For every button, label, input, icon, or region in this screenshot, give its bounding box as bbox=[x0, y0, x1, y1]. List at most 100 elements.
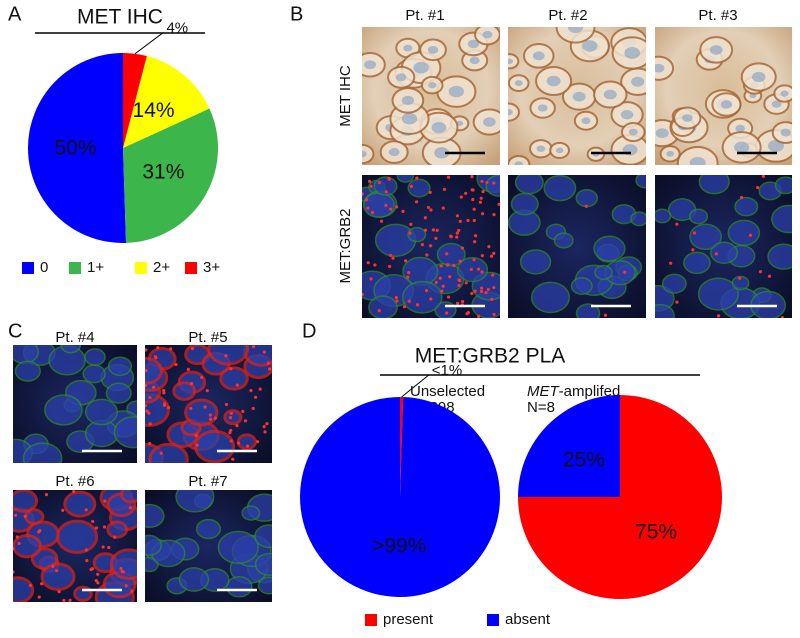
nucleus bbox=[710, 241, 738, 265]
nucleus bbox=[13, 533, 42, 559]
pla-dot bbox=[243, 419, 248, 423]
nucleus bbox=[603, 89, 617, 100]
image-label: Pt. #6 bbox=[55, 473, 94, 490]
pla-dot bbox=[128, 506, 133, 510]
column-label: Pt. #2 bbox=[548, 7, 587, 24]
nucleus bbox=[630, 211, 646, 227]
nucleus bbox=[44, 394, 83, 426]
pie-slice bbox=[123, 108, 218, 243]
pla-dot bbox=[162, 391, 166, 395]
pla-dot bbox=[228, 430, 232, 435]
pla-dot bbox=[584, 204, 588, 208]
pla-dot bbox=[377, 180, 381, 185]
pla-dot bbox=[194, 434, 198, 438]
pla-dot bbox=[439, 264, 443, 268]
pla-dot bbox=[205, 389, 209, 393]
nucleus bbox=[56, 519, 99, 554]
pla-dot bbox=[492, 312, 496, 317]
nucleus bbox=[13, 576, 35, 602]
pla-dot bbox=[480, 270, 484, 274]
pla-dot bbox=[669, 261, 673, 265]
nucleus bbox=[771, 100, 782, 108]
pla-dot bbox=[388, 264, 392, 269]
pla-dot bbox=[428, 190, 432, 195]
nucleus bbox=[508, 108, 513, 116]
pla-dot bbox=[490, 297, 494, 301]
pla-dot bbox=[471, 197, 475, 202]
nucleus bbox=[145, 357, 163, 385]
pla-dot bbox=[241, 409, 245, 413]
pla-dot bbox=[265, 422, 269, 426]
pla-dot bbox=[473, 289, 477, 293]
nucleus bbox=[82, 364, 106, 384]
nucleus bbox=[546, 75, 561, 87]
nucleus bbox=[172, 381, 197, 401]
nucleus bbox=[593, 235, 626, 262]
micrograph bbox=[508, 175, 646, 318]
pla-dot bbox=[478, 200, 483, 204]
pla-dot bbox=[369, 184, 373, 188]
pla-dot bbox=[169, 347, 173, 351]
pla-dot bbox=[767, 274, 772, 278]
micrograph-content bbox=[145, 490, 272, 602]
nucleus bbox=[570, 277, 593, 295]
nucleus bbox=[666, 150, 674, 157]
pla-dot bbox=[446, 175, 451, 179]
pla-dot bbox=[68, 598, 72, 602]
nucleus bbox=[368, 295, 398, 318]
panel-letter: D bbox=[302, 320, 316, 342]
nucleus bbox=[84, 398, 118, 426]
legend-swatch bbox=[22, 262, 34, 274]
pla-dot bbox=[408, 231, 412, 235]
pla-dot bbox=[190, 346, 195, 351]
nucleus bbox=[483, 117, 496, 127]
micrograph-content bbox=[508, 27, 646, 165]
subtitle: Unselected bbox=[410, 383, 485, 400]
image-label: Pt. #7 bbox=[188, 473, 227, 490]
pla-dot bbox=[492, 285, 496, 290]
pla-dot bbox=[189, 406, 193, 410]
pla-dot bbox=[124, 584, 128, 588]
pla-dot bbox=[245, 444, 250, 448]
nucleus bbox=[407, 178, 431, 198]
nucleus bbox=[628, 128, 638, 136]
pla-dot bbox=[208, 413, 212, 417]
nucleus bbox=[428, 82, 437, 89]
pla-dot bbox=[479, 196, 483, 200]
pla-dot bbox=[145, 409, 149, 413]
pla-dot bbox=[162, 388, 166, 393]
pla-dot bbox=[151, 385, 156, 389]
pla-dot bbox=[377, 309, 381, 313]
nucleus bbox=[364, 60, 376, 70]
pla-dot bbox=[258, 387, 262, 391]
pla-dot bbox=[603, 313, 608, 317]
cell bbox=[508, 53, 520, 70]
pla-dot bbox=[758, 270, 763, 274]
micrograph-content bbox=[655, 27, 792, 165]
legend-swatch bbox=[487, 614, 499, 626]
pla-dot bbox=[691, 248, 695, 252]
pla-dot bbox=[236, 441, 241, 445]
row-label: MET IHC bbox=[337, 65, 354, 127]
pla-dot bbox=[229, 439, 233, 443]
pla-dot bbox=[166, 405, 171, 410]
nucleus bbox=[780, 128, 791, 137]
nucleus bbox=[467, 39, 480, 49]
nucleus bbox=[482, 30, 493, 39]
pla-dot bbox=[435, 228, 439, 232]
pla-dot bbox=[262, 350, 267, 354]
pla-dot bbox=[121, 570, 125, 574]
pla-dot bbox=[15, 535, 19, 539]
chart-title: MET IHC bbox=[77, 6, 163, 29]
nucleus bbox=[374, 223, 417, 257]
nucleus bbox=[178, 567, 210, 592]
subtitle-text: Unselected bbox=[410, 383, 485, 400]
pla-dot bbox=[458, 259, 462, 263]
nucleus bbox=[720, 100, 733, 109]
nucleus bbox=[575, 188, 599, 208]
pla-dot bbox=[426, 205, 430, 210]
pla-dot bbox=[756, 185, 760, 190]
pla-dot bbox=[409, 184, 413, 188]
value-label: <1% bbox=[432, 362, 462, 379]
nucleus bbox=[396, 175, 415, 183]
